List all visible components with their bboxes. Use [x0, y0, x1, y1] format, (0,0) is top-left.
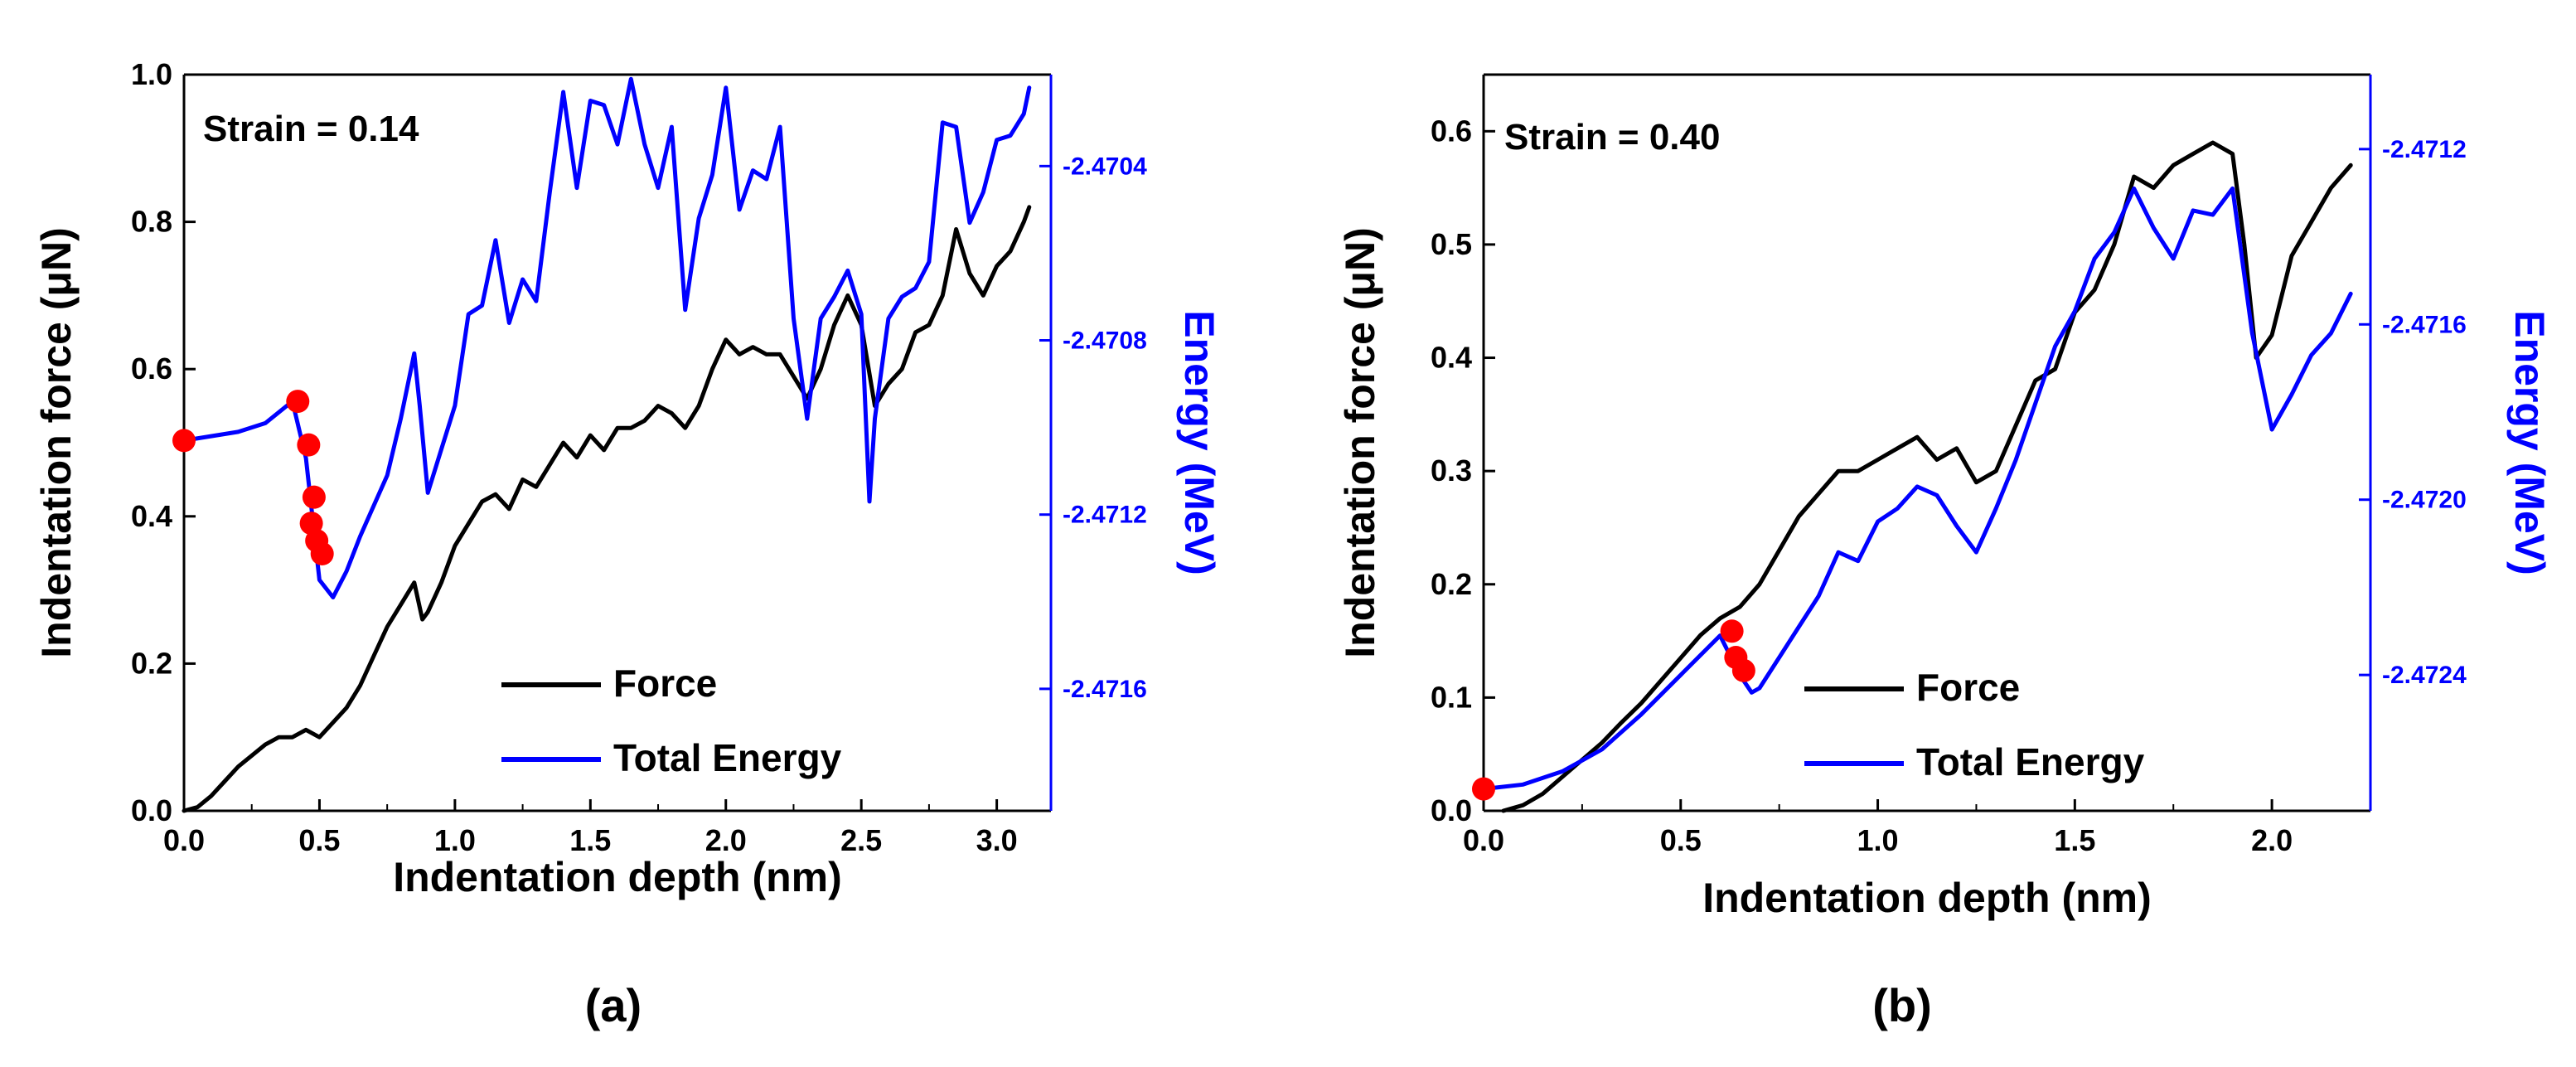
x-tick-label: 3.0 — [976, 823, 1018, 857]
red-marker — [1472, 777, 1495, 801]
y-tick-label: 0.1 — [1431, 680, 1472, 714]
y-tick-label: 1.0 — [131, 57, 172, 91]
y2-tick-label: -2.4712 — [1063, 502, 1147, 529]
y-tick-label: 0.5 — [1431, 227, 1472, 261]
y-tick-label: 0.0 — [1431, 793, 1472, 827]
chart-panel-a: 0.0 0.5 1.0 1.5 2.0 2.5 3.0 0.0 0.2 0.4 0.6 0.8 1.0 -… — [33, 57, 1223, 900]
y-tick-label: 0.8 — [131, 205, 172, 239]
red-marker — [1720, 619, 1744, 643]
y-axis-label: Indentation force (μN) — [33, 227, 80, 657]
y2-tick-label: -2.4712 — [2382, 136, 2467, 163]
x-tick-label: 1.5 — [2054, 823, 2095, 857]
y2-axis-label: Energy (MeV) — [1176, 310, 1223, 575]
x-tick-label: 1.0 — [1857, 823, 1899, 857]
legend-force-label: Force — [1916, 666, 2020, 709]
x-tick-label: 0.0 — [163, 823, 205, 857]
y-tick-label: 0.6 — [1431, 114, 1472, 148]
y2-axis-label: Energy (MeV) — [2506, 310, 2553, 575]
strain-annotation: Strain = 0.14 — [203, 109, 419, 149]
red-marker — [1731, 658, 1755, 682]
y-tick-label: 0.6 — [131, 352, 172, 386]
y2-tick-label: -2.4716 — [1063, 676, 1147, 703]
red-marker — [286, 390, 310, 414]
energy-series-line — [182, 76, 1032, 599]
x-tick-label: 1.5 — [569, 823, 611, 857]
force-series-line — [1501, 140, 2353, 813]
x-tick-label: 0.5 — [1660, 823, 1702, 857]
red-marker — [310, 541, 334, 565]
y-tick-label: 0.2 — [1431, 567, 1472, 601]
x-tick-label: 2.0 — [2251, 823, 2293, 857]
force-series-line — [182, 205, 1032, 813]
y2-tick-label: -2.4704 — [1063, 153, 1147, 180]
x-axis-label: Indentation depth (nm) — [1702, 875, 2152, 921]
panel-label-b: (b) — [1872, 979, 1932, 1031]
y-tick-label: 0.0 — [131, 793, 172, 827]
y2-tick-label: -2.4716 — [2382, 311, 2467, 338]
panel-label-a: (a) — [585, 979, 642, 1031]
legend-energy-label: Total Energy — [613, 736, 842, 779]
red-marker — [297, 433, 321, 457]
x-tick-label: 2.5 — [840, 823, 882, 857]
y-tick-label: 0.3 — [1431, 453, 1472, 487]
x-tick-label: 0.0 — [1463, 823, 1504, 857]
y2-tick-label: -2.4708 — [1063, 327, 1147, 355]
y-tick-label: 0.4 — [131, 499, 172, 533]
y-tick-label: 0.2 — [131, 646, 172, 680]
strain-annotation: Strain = 0.40 — [1504, 117, 1720, 158]
legend-energy-label: Total Energy — [1916, 740, 2145, 783]
y-axis-label: Indentation force (μN) — [1337, 227, 1383, 657]
red-marker — [299, 512, 323, 536]
y2-tick-label: -2.4724 — [2382, 662, 2467, 689]
y-tick-label: 0.4 — [1431, 341, 1472, 375]
x-tick-label: 1.0 — [434, 823, 476, 857]
red-marker — [172, 429, 196, 453]
x-tick-label: 0.5 — [298, 823, 340, 857]
x-tick-label: 2.0 — [705, 823, 747, 857]
chart-panel-b: 0.0 0.5 1.0 1.5 2.0 0.0 0.1 0.2 0.3 0.4 0.5 0.6 -2.4… — [1337, 73, 2553, 921]
x-axis-label: Indentation depth (nm) — [393, 854, 842, 900]
red-marker — [302, 485, 326, 509]
legend-force-label: Force — [613, 662, 717, 705]
y2-tick-label: -2.4720 — [2382, 487, 2467, 514]
